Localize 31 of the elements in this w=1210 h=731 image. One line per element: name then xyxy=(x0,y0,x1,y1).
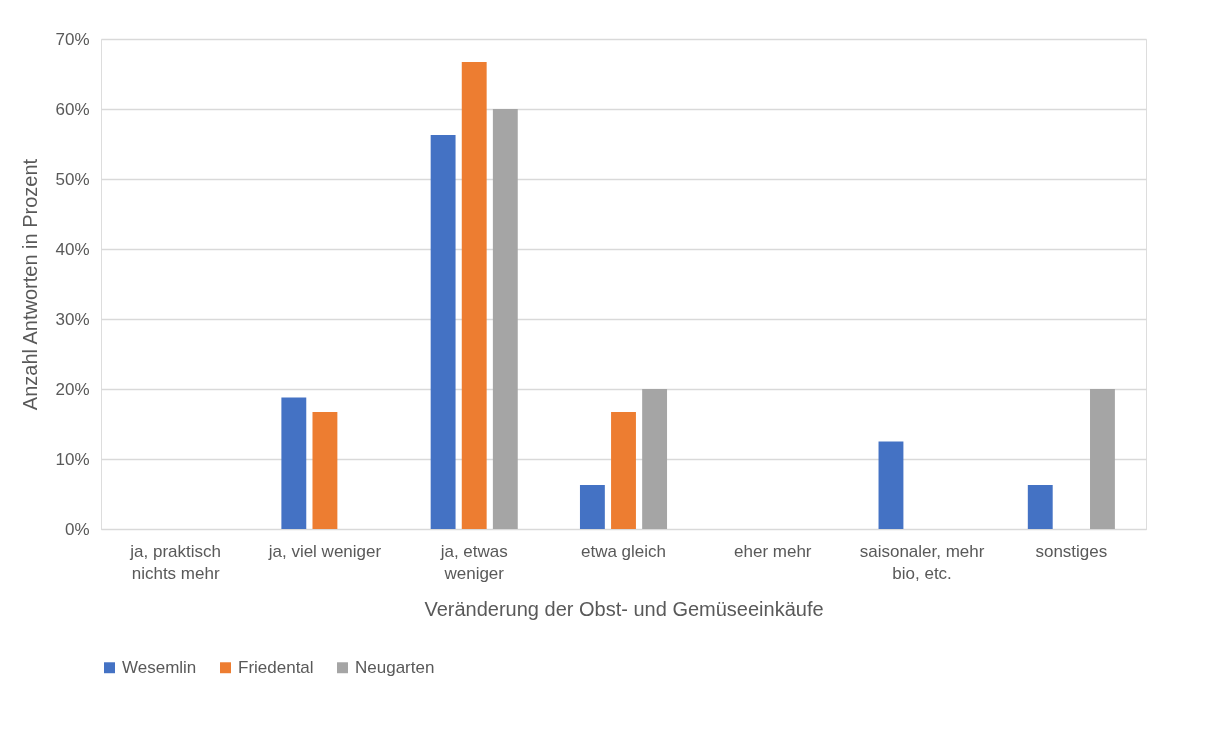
bar xyxy=(1090,389,1115,529)
x-tick-label: eher mehr xyxy=(734,541,812,561)
x-tick-label: sonstiges xyxy=(1035,541,1108,561)
y-tick-label: 60% xyxy=(55,99,90,119)
y-axis-title: Anzahl Antworten in Prozent xyxy=(19,158,42,411)
bar xyxy=(461,62,487,529)
bar xyxy=(430,134,456,529)
bar xyxy=(312,412,338,529)
legend-label: Friedental xyxy=(238,657,314,677)
x-tick-label: ja, praktisch nichts mehr xyxy=(129,541,221,583)
x-axis-title: Veränderung der Obst- und Gemüseeinkäufe xyxy=(424,597,824,620)
y-tick-label: 70% xyxy=(55,29,90,49)
y-tick-label: 50% xyxy=(55,169,90,189)
y-tick-label: 40% xyxy=(55,239,90,259)
bar xyxy=(579,484,605,529)
x-tick-label: ja, viel weniger xyxy=(267,541,382,561)
x-tick-label: saisonaler, mehr bio, etc. xyxy=(859,541,985,583)
y-tick-label: 30% xyxy=(55,309,90,329)
x-tick-label: etwa gleich xyxy=(580,541,667,561)
bar xyxy=(642,389,668,529)
y-tick-label: 0% xyxy=(64,519,90,539)
bar xyxy=(281,397,307,529)
bar xyxy=(611,412,636,529)
bar xyxy=(878,441,904,529)
y-tick-label: 20% xyxy=(55,379,90,399)
y-tick-label: 10% xyxy=(55,449,90,469)
bar xyxy=(492,109,518,529)
legend-label: Neugarten xyxy=(355,657,435,677)
legend-label: Wesemlin xyxy=(122,657,197,677)
bar xyxy=(1027,484,1053,529)
x-tick-label: ja, etwas weniger xyxy=(439,541,508,583)
